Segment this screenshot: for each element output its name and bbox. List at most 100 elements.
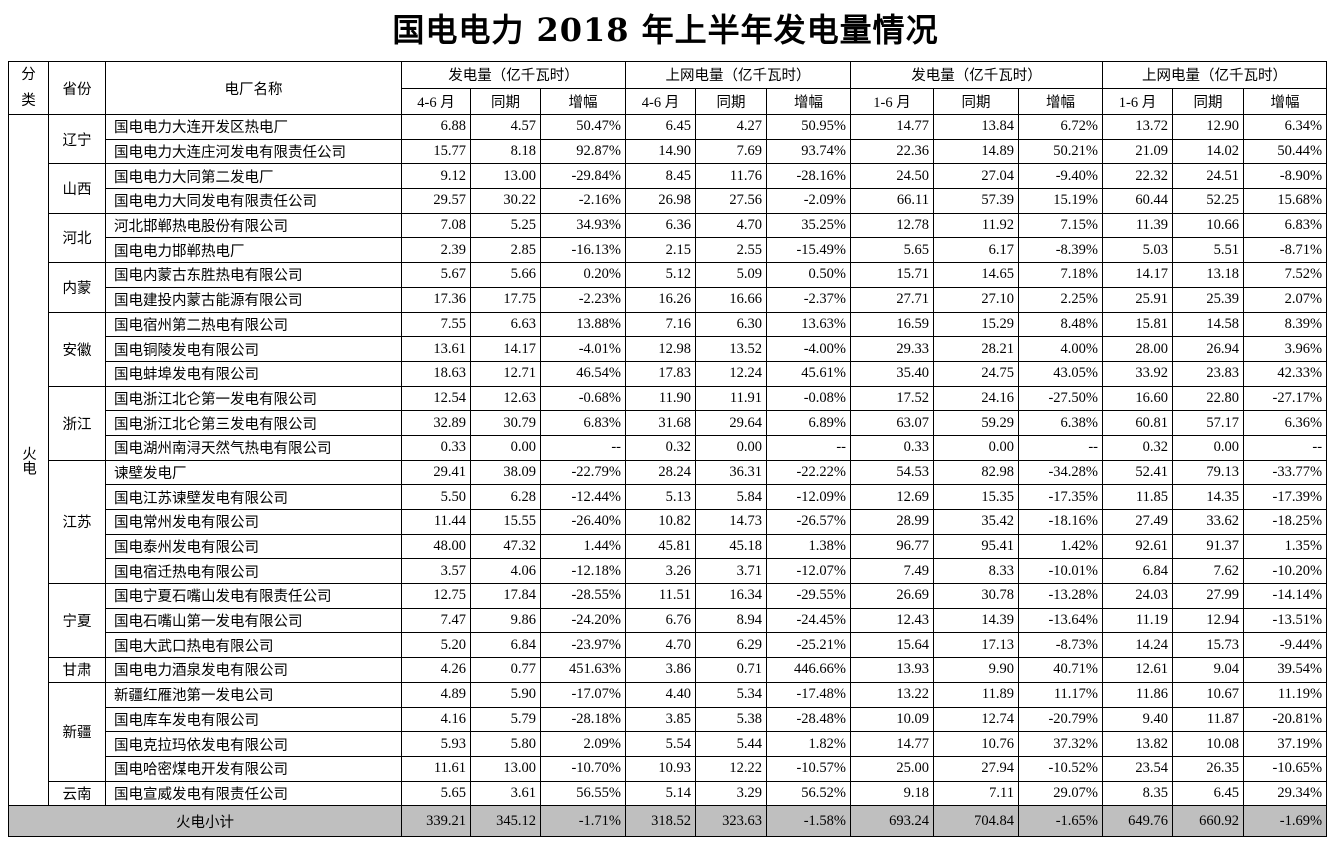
table-row: 河北 河北邯郸热电股份有限公司 7.08 5.25 34.93% 6.36 4.70 35.2… xyxy=(9,212,1328,264)
total-value-cell: 318.52 xyxy=(625,805,696,838)
value-cell: 39.54% xyxy=(1243,657,1328,683)
value-cell: 6.28 xyxy=(470,484,541,510)
province-cell: 宁夏 xyxy=(48,583,106,659)
value-cell: 13.00 xyxy=(470,163,541,190)
value-cell: 22.36 xyxy=(850,138,935,165)
value-cell: 14.89 xyxy=(933,138,1020,165)
plant-name-cell: 国电宁夏石嘴山发电有限责任公司 xyxy=(105,583,402,609)
total-value-cell: 339.21 xyxy=(401,805,471,838)
value-cell: 5.84 xyxy=(695,484,767,510)
value-cell: 8.94 xyxy=(695,607,767,634)
value-cell: 22.32 xyxy=(1102,163,1174,190)
total-value-cell: 345.12 xyxy=(470,805,541,838)
total-value-cell: 704.84 xyxy=(933,805,1020,838)
plant-name-cell: 国电克拉玛依发电有限公司 xyxy=(105,731,402,757)
value-cell: -25.21% xyxy=(765,632,852,659)
value-cell: 11.51 xyxy=(625,583,696,609)
value-cell: 9.04 xyxy=(1172,657,1245,683)
value-cell: -29.84% xyxy=(540,163,626,190)
total-label: 火电小计 xyxy=(8,805,402,838)
table-row: 江苏 谏壁发电厂 29.41 38.09 -22.79% 28.24 36.31 -22.22… xyxy=(9,459,1328,585)
value-cell: 1.38% xyxy=(765,533,852,560)
plant-name-cell: 国电电力大连开发区热电厂 xyxy=(105,114,402,140)
table-row: 国电电力大连庄河发电有限责任公司 15.77 8.18 92.87% 14.90 7.69… xyxy=(9,138,1328,165)
header-group: 上网电量（亿千瓦时） xyxy=(624,61,852,89)
value-cell: 91.37 xyxy=(1172,533,1245,560)
value-cell: 27.04 xyxy=(933,163,1020,190)
total-value-cell: -1.65% xyxy=(1018,805,1104,838)
value-cell: 2.15 xyxy=(625,237,696,264)
value-cell: 0.50% xyxy=(765,262,852,288)
value-cell: 43.05% xyxy=(1018,360,1104,387)
total-value-cell: -1.71% xyxy=(540,805,626,838)
value-cell: 50.47% xyxy=(540,114,626,140)
value-cell: 4.40 xyxy=(625,681,696,708)
value-cell: 45.81 xyxy=(625,533,696,560)
value-cell: -28.48% xyxy=(765,706,852,733)
value-cell: 9.86 xyxy=(470,607,541,634)
value-cell: 95.41 xyxy=(933,533,1020,560)
value-cell: -29.55% xyxy=(765,583,852,609)
value-cell: -28.16% xyxy=(765,163,852,190)
value-cell: 17.36 xyxy=(401,286,471,313)
subheader-cell: 同期 xyxy=(470,87,541,115)
value-cell: 1.35% xyxy=(1243,533,1328,560)
page-title: 国电电力 2018 年上半年发电量情况 xyxy=(392,11,939,49)
value-cell: 56.55% xyxy=(540,780,626,807)
value-cell: 17.83 xyxy=(625,360,696,387)
value-cell: 45.61% xyxy=(765,360,852,387)
total-value-cell: -1.69% xyxy=(1243,805,1328,838)
value-cell: 14.24 xyxy=(1102,632,1174,659)
value-cell: 26.98 xyxy=(625,188,696,214)
province-cell: 安徽 xyxy=(48,311,106,387)
value-cell: 5.67 xyxy=(401,262,471,288)
province-cell: 浙江 xyxy=(48,385,106,461)
value-cell: 10.93 xyxy=(625,755,696,782)
value-cell: 7.52% xyxy=(1243,262,1328,288)
value-cell: 12.90 xyxy=(1172,114,1245,140)
value-cell: 5.44 xyxy=(695,731,767,757)
value-cell: 1.42% xyxy=(1018,533,1104,560)
table-row: 国电浙江北仑第三发电有限公司 32.89 30.79 6.83% 31.68 29.64 6… xyxy=(9,410,1328,436)
plant-name-cell: 国电电力大同发电有限责任公司 xyxy=(105,188,402,214)
subheader-cell: 增幅 xyxy=(540,87,626,115)
province-cell: 辽宁 xyxy=(48,113,106,165)
value-cell: 5.54 xyxy=(625,731,696,757)
value-cell: 45.18 xyxy=(695,533,767,560)
plant-name-cell: 国电库车发电有限公司 xyxy=(105,706,402,733)
value-cell: 79.13 xyxy=(1172,459,1245,486)
value-cell: 17.75 xyxy=(470,286,541,313)
value-cell: 11.19 xyxy=(1102,607,1174,634)
value-cell: 56.52% xyxy=(765,780,852,807)
province-cell: 内蒙 xyxy=(48,262,106,313)
value-cell: 10.09 xyxy=(850,706,935,733)
value-cell: 12.78 xyxy=(850,212,935,239)
value-cell: 17.84 xyxy=(470,583,541,609)
value-cell: -17.48% xyxy=(765,681,852,708)
table-row: 国电建投内蒙古能源有限公司 17.36 17.75 -2.23% 16.26 16.66-… xyxy=(9,286,1328,313)
value-cell: -20.79% xyxy=(1018,706,1104,733)
province-cell: 江苏 xyxy=(48,459,106,585)
value-cell: -13.51% xyxy=(1243,607,1328,634)
value-cell: -2.37% xyxy=(765,286,852,313)
value-cell: 0.20% xyxy=(540,262,626,288)
province-cell: 山西 xyxy=(48,163,106,214)
value-cell: -10.65% xyxy=(1243,755,1328,782)
value-cell: 0.00 xyxy=(695,434,767,461)
value-cell: 12.22 xyxy=(695,755,767,782)
value-cell: 52.25 xyxy=(1172,188,1245,214)
value-cell: 36.31 xyxy=(695,459,767,486)
value-cell: 6.72% xyxy=(1018,114,1104,140)
value-cell: 5.14 xyxy=(625,780,696,807)
value-cell: 13.18 xyxy=(1172,262,1245,288)
table-row: 国电大武口热电有限公司 5.20 6.84 -23.97% 4.70 6.29 -25.21… xyxy=(9,632,1328,659)
value-cell: 54.53 xyxy=(850,459,935,486)
table-row: 新疆 新疆红雁池第一发电公司 4.89 5.90 -17.07% 4.40 5.34 -17.… xyxy=(9,681,1328,782)
value-cell: 25.00 xyxy=(850,755,935,782)
table-row: 国电常州发电有限公司 11.44 15.55 -26.40% 10.82 14.73 -26… xyxy=(9,509,1328,535)
value-cell: 28.21 xyxy=(933,336,1020,362)
value-cell: 6.34% xyxy=(1243,114,1328,140)
value-cell: -24.45% xyxy=(765,607,852,634)
table-row: 国电宿迁热电有限公司 3.57 4.06 -12.18% 3.26 3.71 -12.07%… xyxy=(9,558,1328,585)
value-cell: -2.09% xyxy=(765,188,852,214)
